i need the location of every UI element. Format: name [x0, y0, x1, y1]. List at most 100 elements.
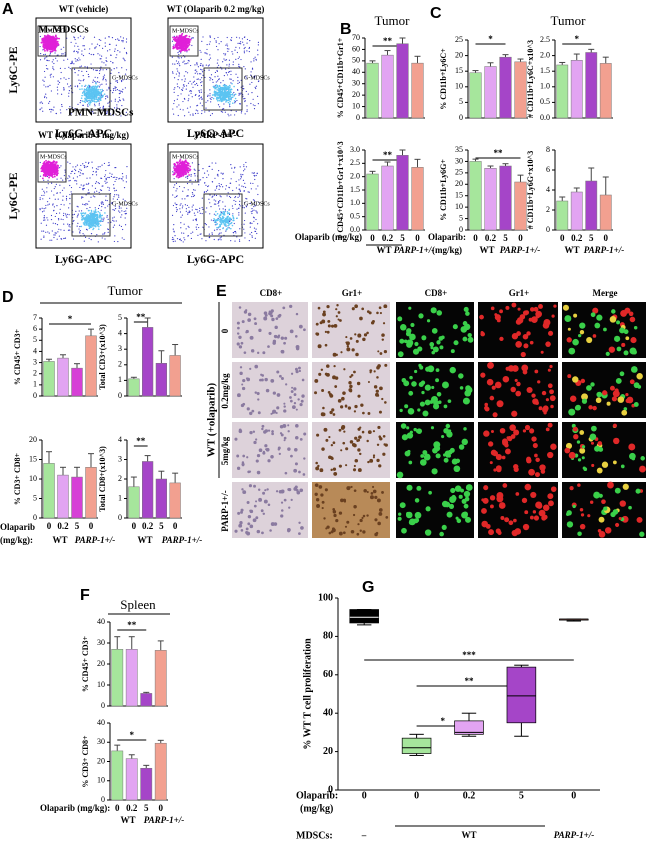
dot: [88, 52, 90, 55]
dot: [215, 162, 217, 164]
dot: [225, 93, 227, 95]
dot: [39, 59, 42, 61]
dot: [221, 100, 224, 102]
dot: [102, 220, 104, 222]
dot: [239, 190, 241, 192]
dot: [184, 204, 186, 206]
dot: [56, 89, 59, 91]
cell: [376, 311, 379, 315]
dot: [97, 210, 100, 213]
dot: [213, 90, 216, 93]
dot: [185, 85, 188, 87]
dot: [94, 82, 97, 84]
dot: [109, 43, 111, 45]
cell: [337, 311, 341, 314]
dot: [220, 220, 222, 222]
dot: [122, 180, 124, 182]
dot: [41, 230, 43, 232]
dot: [77, 213, 79, 215]
panel-title: Tumor: [551, 13, 587, 28]
dot: [50, 214, 53, 217]
dot: [79, 35, 82, 37]
dot: [94, 224, 96, 227]
dot: [173, 162, 176, 165]
dot: [190, 92, 192, 94]
dot: [242, 85, 244, 87]
dot: [177, 94, 179, 97]
dot: [76, 86, 79, 88]
dot: [116, 194, 118, 196]
dot: [112, 198, 114, 200]
cell: [397, 351, 404, 358]
dot: [107, 231, 109, 233]
dot: [46, 217, 48, 219]
dot: [43, 84, 45, 86]
dot: [191, 191, 194, 194]
dot: [222, 173, 224, 175]
dot: [179, 211, 182, 213]
dot: [238, 56, 240, 58]
dot: [239, 93, 241, 95]
dot: [222, 178, 224, 180]
dot: [122, 88, 124, 90]
dot: [68, 95, 70, 97]
dot: [78, 48, 80, 50]
dot: [90, 209, 93, 212]
dot: [43, 236, 45, 239]
dot: [229, 196, 232, 199]
dot: [230, 240, 232, 242]
dot: [255, 228, 257, 230]
dot: [79, 225, 81, 228]
dot: [108, 187, 111, 189]
dot: [185, 88, 187, 90]
dot: [82, 163, 84, 165]
dot: [120, 225, 123, 228]
dot: [194, 175, 196, 177]
dot: [79, 59, 81, 61]
cell: [240, 341, 244, 345]
dot: [99, 88, 102, 91]
dot: [236, 88, 239, 91]
dot: [173, 77, 176, 79]
dot: [245, 161, 247, 164]
dot: [40, 238, 42, 240]
dot: [229, 78, 231, 80]
dot: [116, 106, 118, 108]
dot: [202, 74, 204, 76]
dot: [182, 37, 185, 40]
dot: [69, 67, 71, 70]
dot: [240, 178, 242, 180]
dot: [216, 226, 218, 229]
dot: [46, 59, 48, 61]
dot: [105, 80, 107, 82]
dot: [171, 56, 173, 58]
dot: [52, 109, 54, 111]
dot: [66, 83, 69, 85]
dot: [83, 165, 86, 167]
cell: [515, 341, 522, 348]
dot: [74, 45, 76, 47]
dot: [81, 173, 83, 175]
panel-title: Tumor: [375, 13, 411, 28]
dot: [94, 217, 96, 219]
cell: [237, 326, 240, 330]
dot: [194, 84, 196, 86]
dot: [99, 84, 101, 86]
dot: [215, 210, 217, 213]
dot: [235, 58, 237, 60]
dot: [43, 164, 46, 167]
dot: [186, 51, 188, 53]
dot: [180, 239, 182, 242]
dot: [88, 104, 91, 106]
dot: [58, 219, 60, 221]
dot: [234, 166, 236, 168]
dot: [84, 219, 87, 221]
dot: [93, 210, 95, 212]
dot: [251, 172, 253, 174]
dot: [88, 192, 90, 194]
dot: [98, 81, 100, 83]
dot: [82, 38, 84, 40]
dot: [95, 94, 98, 97]
dot: [50, 111, 52, 113]
dot: [68, 207, 70, 209]
